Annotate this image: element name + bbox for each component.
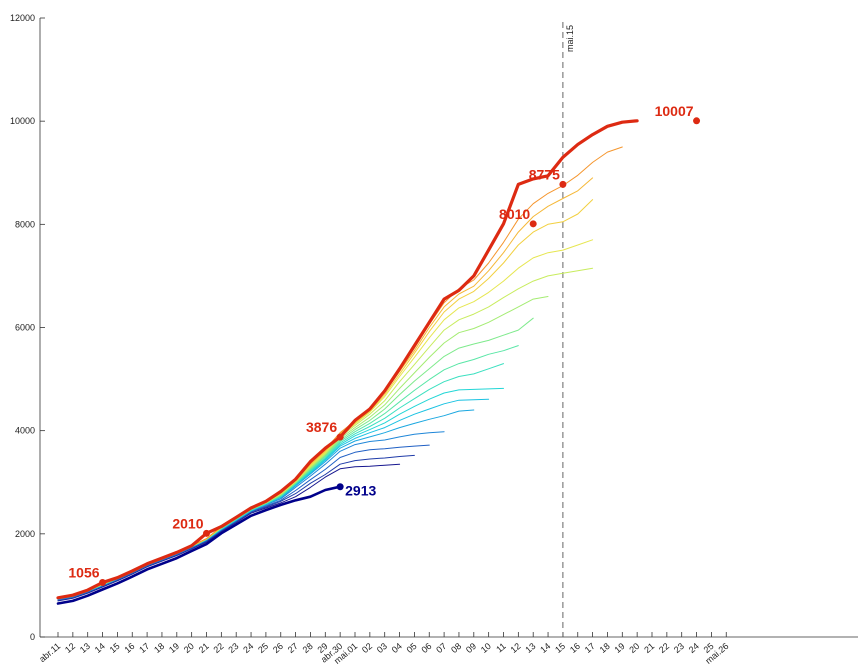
x-tick-label: 20 [627,641,641,655]
x-tick-label: 17 [583,641,597,655]
x-tick-label: 29 [315,641,329,655]
annotation-label: 2913 [345,483,376,499]
x-tick-label: 07 [434,641,448,655]
x-tick-label: abr.11 [37,641,62,664]
x-tick-label: 19 [167,641,181,655]
x-tick-label: 14 [93,641,107,655]
series-line-9 [57,345,519,600]
series-line-15 [57,177,594,599]
x-tick-label: 09 [464,641,478,655]
x-tick-label: 11 [494,641,508,655]
annotation-label: 8010 [499,206,530,222]
x-tick-label: 12 [63,641,77,655]
series-line-2 [57,454,415,601]
y-tick-label: 0 [30,632,35,642]
x-axis-ticks: abr.11 12 13 14 15 16 17 18 19 20 21 22 23 24 25 26 27 28… [37,632,731,664]
x-tick-label: 14 [538,641,552,655]
x-tick-label: 02 [360,641,374,655]
x-tick-label: 20 [182,641,196,655]
x-tick-label: 22 [657,641,671,655]
series-line-0 [56,485,342,605]
x-tick-label: 04 [390,641,404,655]
series-line-16 [57,146,623,599]
x-tick-label: 06 [419,641,433,655]
x-tick-label: 19 [612,641,626,655]
x-tick-label: 22 [212,641,226,655]
x-tick-label: 24 [241,641,255,655]
annotation-label: 10007 [655,103,694,119]
annotations: 1056 2010 3876 8010 8775 10007 2913 [68,103,701,587]
x-tick-label: 16 [568,641,582,655]
axes [39,18,858,638]
y-tick-label: 6000 [15,323,35,333]
x-tick-label: 26 [271,641,285,655]
y-tick-label: 2000 [15,529,35,539]
series-line-11 [57,296,549,599]
x-tick-label: 12 [509,641,523,655]
x-tick-label: 03 [375,641,389,655]
series-line-10 [57,317,534,599]
annotation-label: 1056 [68,565,99,581]
annotation-marker [529,220,537,228]
annotation-label: 8775 [529,166,560,182]
x-tick-label: 15 [553,641,567,655]
x-tick-label: 23 [226,641,240,655]
x-tick-label: 25 [256,641,270,655]
x-tick-label: 08 [449,641,463,655]
annotation-marker [99,579,107,587]
x-tick-label: 24 [687,641,701,655]
y-tick-label: 4000 [15,426,35,436]
series-line-17 [56,119,639,600]
series-group [56,119,639,605]
x-tick-label: 16 [122,641,136,655]
x-tick-label: 27 [286,641,300,655]
x-tick-label: 13 [78,641,92,655]
annotation-label: 2010 [172,515,203,531]
annotation-marker [559,180,567,188]
x-tick-label: 17 [137,641,151,655]
x-tick-label: 18 [152,641,166,655]
x-tick-label: 15 [108,641,122,655]
y-axis-ticks: 0 2000 4000 6000 8000 10000 12000 [10,13,45,642]
y-tick-label: 8000 [15,219,35,229]
annotation-marker [203,529,210,537]
x-tick-label: 10 [479,641,493,655]
annotation-marker [693,117,701,125]
x-tick-label: 23 [672,641,686,655]
x-tick-label: 13 [523,641,537,655]
x-tick-label: 21 [197,641,211,655]
annotation-label: 3876 [306,419,337,435]
annotation-marker [336,483,344,491]
x-tick-label: 28 [301,641,315,655]
y-tick-label: 10000 [10,116,35,126]
reference-line-group: mai.15 [562,22,575,637]
x-tick-label: 18 [598,641,612,655]
x-tick-label: 25 [702,641,716,655]
x-tick-label: 21 [642,641,656,655]
series-line-3 [57,444,430,601]
series-line-14 [57,199,594,599]
y-tick-label: 12000 [10,13,35,23]
annotation-marker [336,433,344,441]
x-tick-label: 05 [405,641,419,655]
series-line-8 [57,363,504,600]
reference-line-label: mai.15 [565,25,575,52]
